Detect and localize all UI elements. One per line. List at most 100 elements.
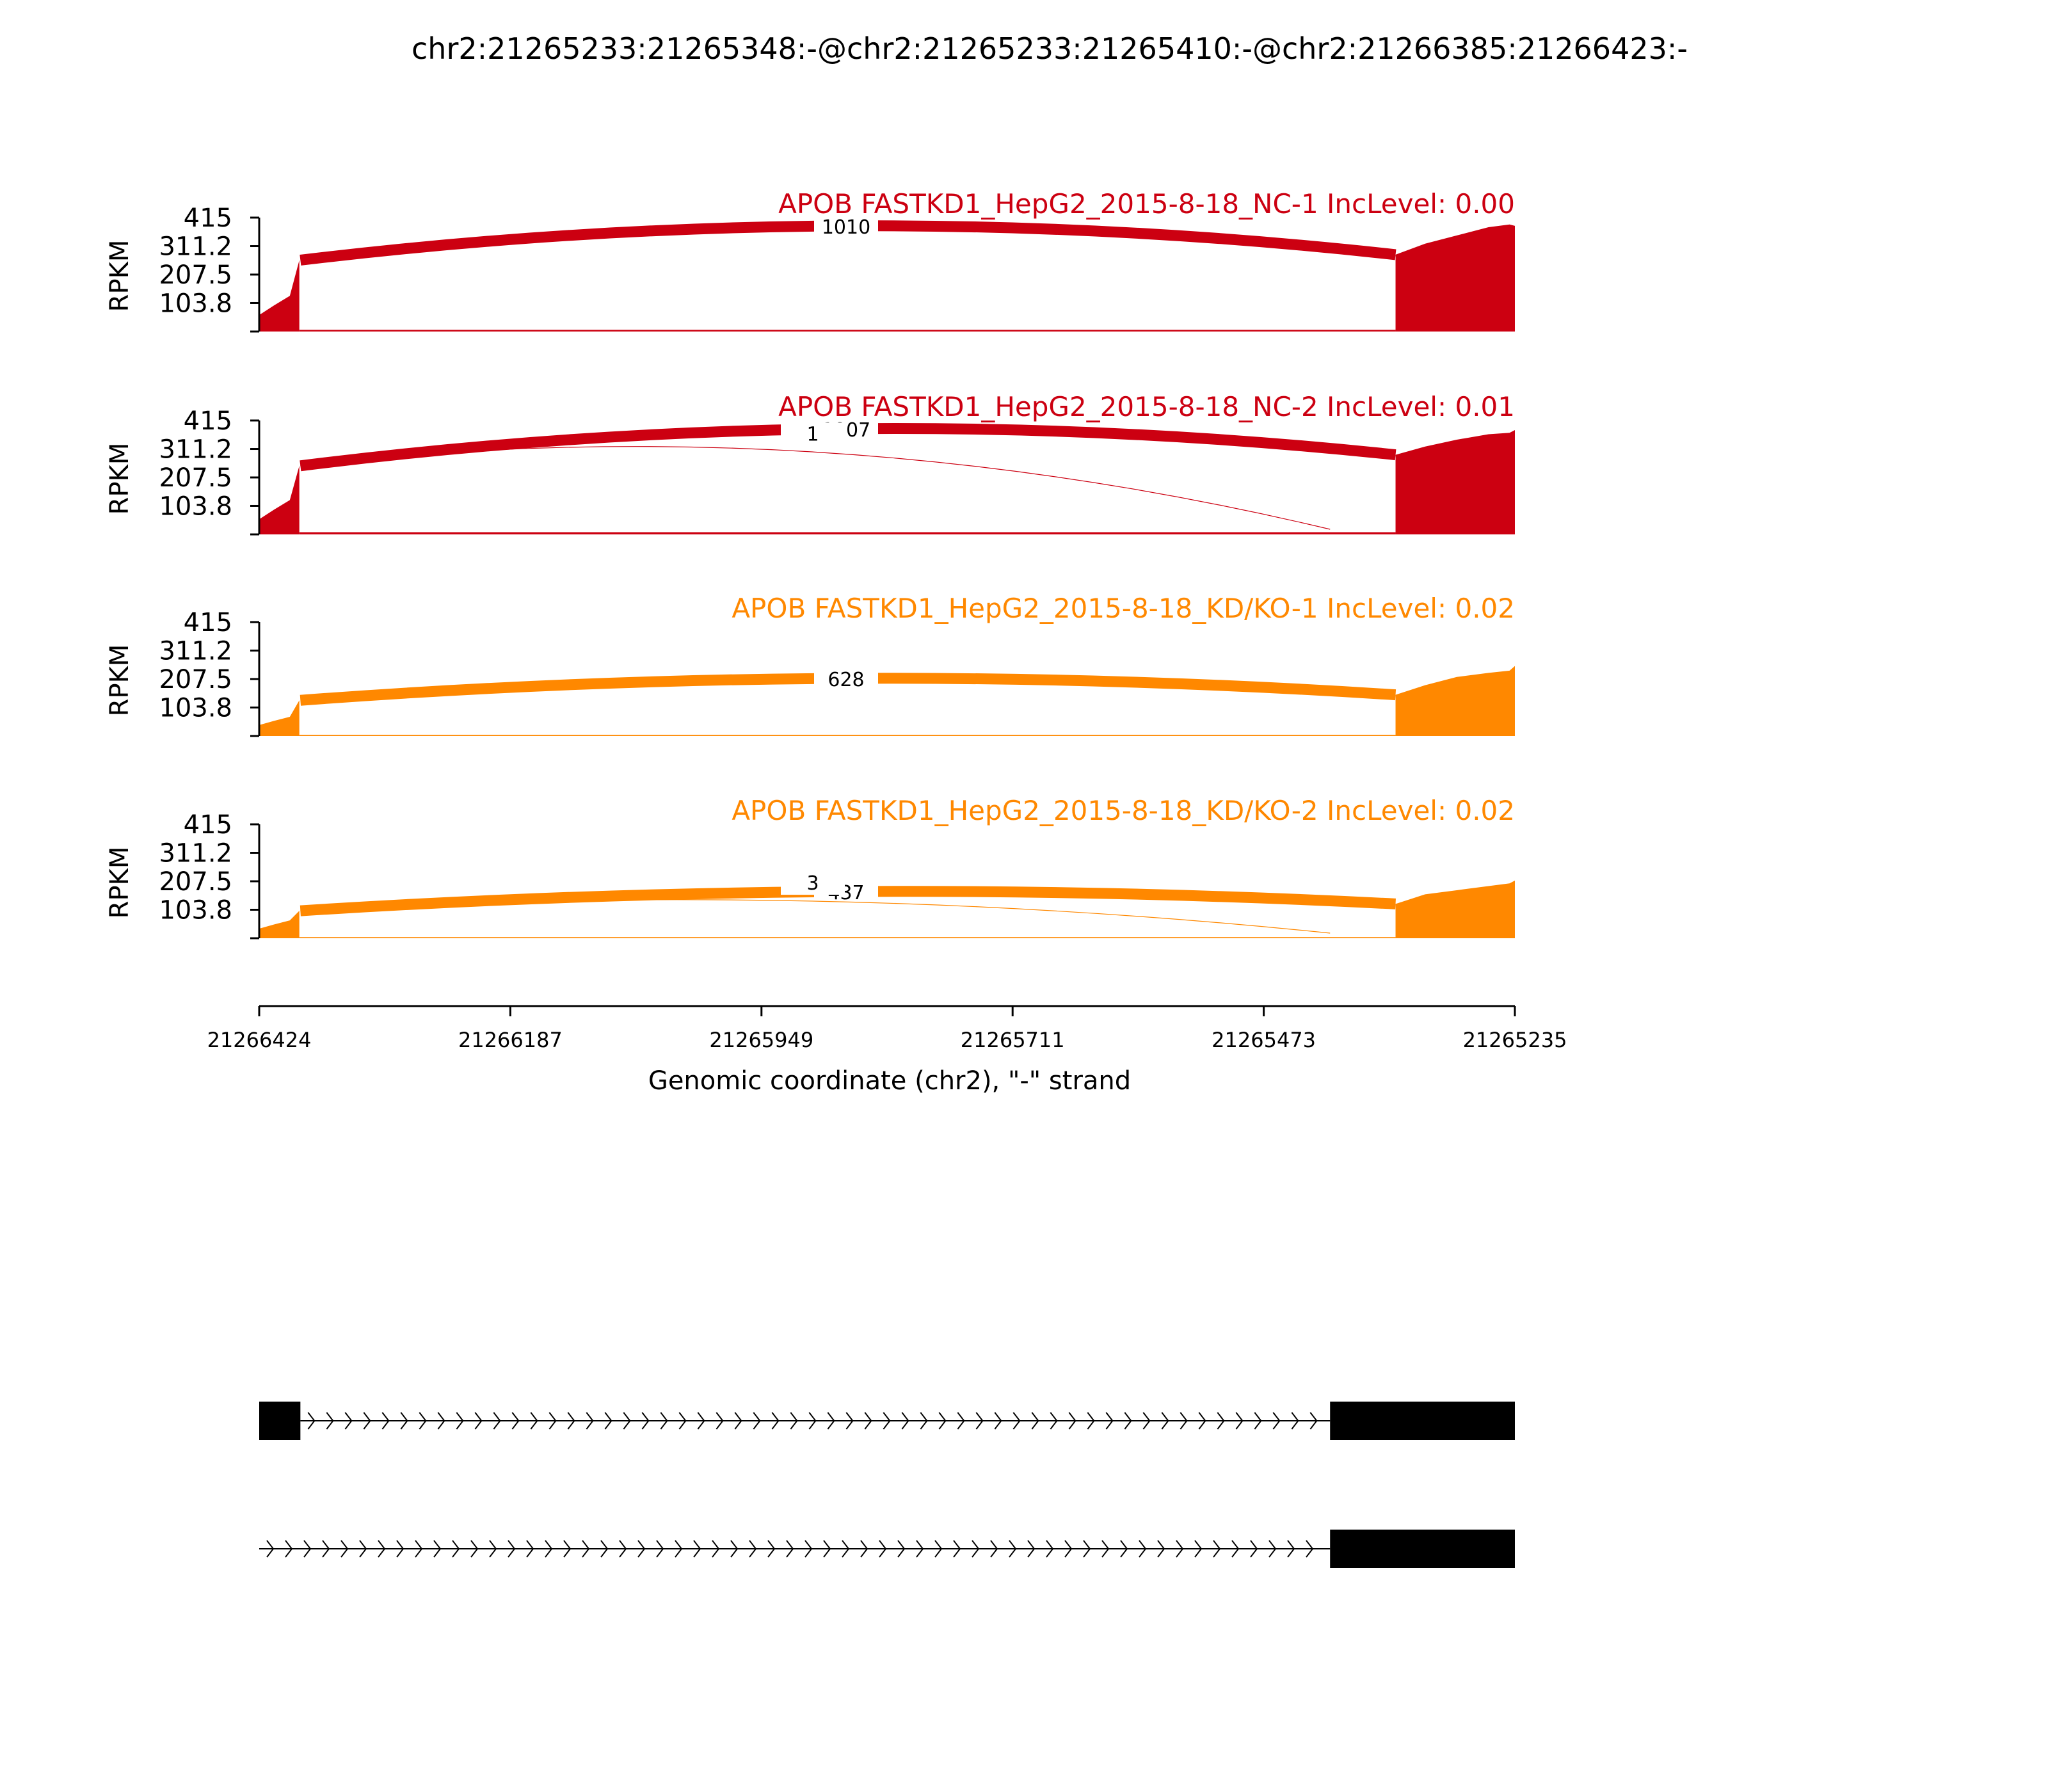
junction-read-count: 1010 xyxy=(822,216,870,239)
coverage-upstream-exon xyxy=(259,260,300,332)
strand-arrow-icon xyxy=(1124,1412,1132,1430)
strand-arrow-icon xyxy=(1250,1540,1258,1558)
strand-arrow-icon xyxy=(1046,1540,1054,1558)
junction-read-count: 1 xyxy=(806,423,819,445)
strand-arrow-icon xyxy=(340,1540,349,1558)
x-axis-label: Genomic coordinate (chr2), "-" strand xyxy=(648,1066,1131,1096)
isoform-model xyxy=(259,1402,1515,1440)
exon-block xyxy=(1330,1530,1515,1568)
strand-arrow-icon xyxy=(656,1540,664,1558)
y-tick-label: 103.8 xyxy=(159,895,232,925)
junction-label-bg xyxy=(781,872,845,895)
strand-arrow-icon xyxy=(1050,1412,1058,1430)
strand-arrow-icon xyxy=(452,1540,460,1558)
isoform-track xyxy=(259,1402,1515,1568)
strand-arrow-icon xyxy=(1180,1412,1188,1430)
y-tick-label: 103.8 xyxy=(159,289,232,318)
strand-arrow-icon xyxy=(1031,1412,1039,1430)
strand-arrow-icon xyxy=(623,1412,631,1430)
y-axis-label: RPKM xyxy=(105,644,134,717)
strand-arrow-icon xyxy=(400,1412,408,1430)
figure-title: chr2:21265233:21265348:-@chr2:21265233:2… xyxy=(412,31,1688,66)
y-tick-label: 311.2 xyxy=(159,637,232,666)
coverage-intron xyxy=(299,330,1396,332)
coverage-intron xyxy=(299,735,1396,736)
coverage-intron xyxy=(299,532,1396,534)
junction-arc xyxy=(300,899,1331,934)
strand-arrow-icon xyxy=(845,1412,854,1430)
strand-arrow-icon xyxy=(1291,1412,1299,1430)
strand-arrow-icon xyxy=(530,1412,538,1430)
strand-arrow-icon xyxy=(771,1412,780,1430)
strand-arrow-icon xyxy=(1068,1412,1076,1430)
y-tick-label: 311.2 xyxy=(159,839,232,868)
strand-arrow-icon xyxy=(938,1412,947,1430)
strand-arrow-icon xyxy=(790,1412,798,1430)
strand-arrow-icon xyxy=(697,1412,705,1430)
strand-arrow-icon xyxy=(934,1540,943,1558)
strand-arrow-icon xyxy=(586,1412,594,1430)
coverage-downstream-exon xyxy=(1395,666,1515,736)
junction-label-bg xyxy=(814,668,878,691)
strand-arrow-icon xyxy=(712,1540,720,1558)
y-tick-label: 207.5 xyxy=(159,463,232,493)
strand-arrow-icon xyxy=(1217,1412,1225,1430)
strand-arrow-icon xyxy=(604,1412,612,1430)
strand-arrow-icon xyxy=(660,1412,668,1430)
strand-arrow-icon xyxy=(675,1540,683,1558)
strand-arrow-icon xyxy=(767,1540,776,1558)
y-axis-label: RPKM xyxy=(105,240,134,312)
coverage-downstream-exon xyxy=(1395,880,1515,938)
strand-arrow-icon xyxy=(975,1412,984,1430)
panel-title: APOB FASTKD1_HepG2_2015-8-18_KD/KO-1 Inc… xyxy=(732,593,1515,624)
y-tick-label: 311.2 xyxy=(159,435,232,465)
strand-arrow-icon xyxy=(415,1540,423,1558)
strand-arrow-icon xyxy=(470,1540,479,1558)
strand-arrow-icon xyxy=(842,1540,850,1558)
strand-arrow-icon xyxy=(864,1412,872,1430)
x-tick-label: 21265711 xyxy=(961,1028,1065,1052)
x-axis: 21266424 21266187 21265949 21265711 21265473… xyxy=(207,1005,1567,1052)
strand-arrow-icon xyxy=(678,1412,687,1430)
strand-arrow-icon xyxy=(1254,1412,1262,1430)
x-tick-label: 21265473 xyxy=(1212,1028,1316,1052)
y-axis-label: RPKM xyxy=(105,443,134,515)
strand-arrow-icon xyxy=(860,1540,868,1558)
coverage-upstream-exon xyxy=(259,911,300,938)
isoform-model xyxy=(259,1530,1515,1568)
strand-arrow-icon xyxy=(545,1540,553,1558)
y-tick-label: 103.8 xyxy=(159,492,232,521)
y-tick-label: 103.8 xyxy=(159,693,232,723)
strand-arrow-icon xyxy=(363,1412,371,1430)
strand-arrow-icon xyxy=(883,1412,891,1430)
strand-arrow-icon xyxy=(303,1540,312,1558)
junction-label-bg xyxy=(781,422,845,446)
strand-arrow-icon xyxy=(307,1412,316,1430)
strand-arrow-icon xyxy=(600,1540,609,1558)
coverage-upstream-exon xyxy=(259,700,300,736)
strand-arrow-icon xyxy=(456,1412,464,1430)
strand-arrow-icon xyxy=(326,1412,334,1430)
strand-arrow-icon xyxy=(1198,1412,1206,1430)
strand-arrow-icon xyxy=(322,1540,330,1558)
strand-arrow-icon xyxy=(1161,1412,1169,1430)
strand-arrow-icon xyxy=(493,1412,501,1430)
strand-arrow-icon xyxy=(433,1540,442,1558)
strand-arrow-icon xyxy=(526,1540,534,1558)
junction-read-count: 628 xyxy=(828,669,864,691)
strand-arrow-icon xyxy=(994,1412,1002,1430)
strand-arrow-icon xyxy=(419,1412,427,1430)
y-tick-label: 415 xyxy=(184,406,232,436)
strand-arrow-icon xyxy=(641,1412,650,1430)
strand-arrow-icon xyxy=(1213,1540,1221,1558)
strand-arrow-icon xyxy=(637,1540,646,1558)
strand-arrow-icon xyxy=(381,1412,390,1430)
strand-arrow-icon xyxy=(804,1540,813,1558)
strand-arrow-icon xyxy=(1306,1540,1314,1558)
strand-arrow-icon xyxy=(344,1412,353,1430)
exon-block xyxy=(1330,1402,1515,1440)
strand-arrow-icon xyxy=(1176,1540,1184,1558)
